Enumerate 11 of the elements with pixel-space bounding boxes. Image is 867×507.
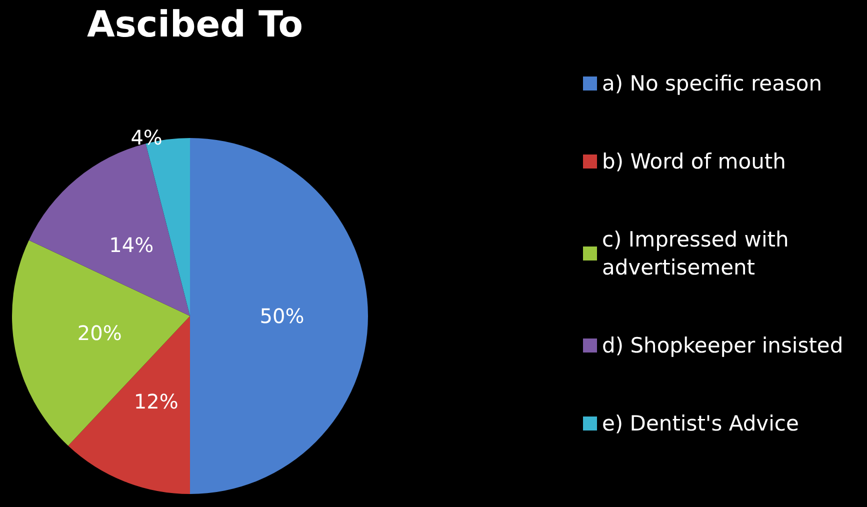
data-label: 50% — [260, 304, 304, 328]
data-label: 4% — [130, 125, 162, 150]
legend-label: c) Impressed with advertisement — [602, 228, 796, 280]
data-label: 20% — [77, 321, 122, 346]
data-label: 12% — [134, 390, 178, 414]
legend-label: d) Shopkeeper insisted — [602, 334, 844, 358]
legend-label: e) Dentist's Advice — [602, 412, 799, 436]
data-label: 14% — [109, 233, 154, 258]
legend-label: b) Word of mouth — [602, 150, 786, 174]
legend-label: a) No specific reason — [602, 72, 822, 96]
chart-title: Ascibed To — [87, 4, 303, 46]
